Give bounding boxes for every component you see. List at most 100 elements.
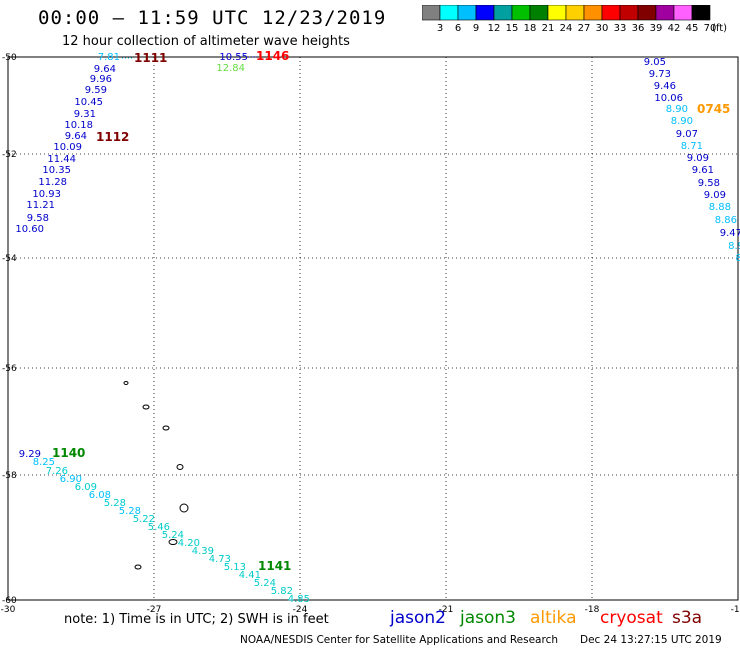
swh-value: 9.47 xyxy=(720,228,740,239)
swh-value: 9.59 xyxy=(85,85,107,96)
swh-value: 9.73 xyxy=(649,69,671,80)
swh-value: 11.28 xyxy=(38,177,67,188)
swh-value: 8. xyxy=(735,253,740,264)
pass-time-label: 0745 xyxy=(697,102,730,116)
colorbar-label: 33 xyxy=(614,23,627,34)
swh-value: 10.45 xyxy=(74,97,103,108)
swh-value: 5.24 xyxy=(254,578,276,589)
pass-time-label: 1146 xyxy=(256,49,289,63)
swh-value: 9.29 xyxy=(19,449,41,460)
colorbar-label: 70 xyxy=(704,23,717,34)
colorbar-label: 6 xyxy=(455,23,461,34)
lon-label: -24 xyxy=(293,605,308,615)
swh-value: 10.09 xyxy=(53,142,82,153)
colorbar-label: 12 xyxy=(488,23,501,34)
swh-value: 5.82 xyxy=(271,586,293,597)
swh-value: 8.90 xyxy=(666,104,688,115)
swh-value: 5.28 xyxy=(104,498,126,509)
lat-label: -58 xyxy=(2,471,17,481)
lon-label: -27 xyxy=(147,605,162,615)
swh-value: 10.93 xyxy=(32,189,61,200)
swh-value: 4.20 xyxy=(178,538,200,549)
legend-cryosat: cryosat xyxy=(600,608,663,628)
island-outline xyxy=(123,381,129,385)
swh-value: 7.81 xyxy=(98,52,120,63)
swh-value: 9.58 xyxy=(27,213,49,224)
legend-jason3: jason3 xyxy=(460,608,516,628)
swh-value: 6.09 xyxy=(75,482,97,493)
swh-value: 10.06 xyxy=(654,93,683,104)
swh-value: 11.21 xyxy=(26,200,55,211)
footer-credit: NOAA/NESDIS Center for Satellite Applica… xyxy=(240,634,558,646)
swh-value: 11.44 xyxy=(47,154,76,165)
swh-value: 9.09 xyxy=(687,153,709,164)
pass-time-label: 1141 xyxy=(258,559,291,573)
colorbar-swatch xyxy=(691,5,711,21)
pass-time-label: 1112 xyxy=(96,130,129,144)
swh-value: 9.58 xyxy=(698,178,720,189)
footer-note: note: 1) Time is in UTC; 2) SWH is in fe… xyxy=(64,612,329,627)
swh-value: 4.73 xyxy=(209,554,231,565)
swh-value: 4.39 xyxy=(192,546,214,557)
island-outline xyxy=(179,503,189,513)
swh-value: 5.24 xyxy=(162,530,184,541)
swh-value: 9.31 xyxy=(74,109,96,120)
colorbar-label: 39 xyxy=(650,23,663,34)
colorbar-label: 21 xyxy=(542,23,555,34)
colorbar-label: 3 xyxy=(437,23,443,34)
lon-label: -30 xyxy=(1,605,16,615)
swh-value: 5.13 xyxy=(224,562,246,573)
swh-value: 8.90 xyxy=(671,116,693,127)
swh-value: 6.08 xyxy=(89,490,111,501)
swh-value: 9.46 xyxy=(654,81,676,92)
colorbar-label: 42 xyxy=(668,23,681,34)
lon-label: -18 xyxy=(585,605,600,615)
altimeter-map: -50 -52 -54 -56 -58 -60-30 -27 -24 -21 -18 -15 7.81… xyxy=(1,49,740,615)
map-title: 00:00 – 11:59 UTC 12/23/2019 xyxy=(38,7,387,29)
lat-label: -56 xyxy=(2,364,17,374)
colorbar-label: 18 xyxy=(524,23,537,34)
swh-value: 7.26 xyxy=(46,466,68,477)
lat-label: -60 xyxy=(2,596,17,606)
island-outline xyxy=(134,564,142,570)
colorbar-label: 30 xyxy=(596,23,609,34)
swh-value: 4.85 xyxy=(288,594,310,605)
pass-time-label: 1111 xyxy=(134,51,167,65)
swh-value: 9.96 xyxy=(90,74,112,85)
pass-time-label: 1140 xyxy=(52,446,85,460)
island-outline xyxy=(168,539,178,545)
colorbar-label: 24 xyxy=(560,23,573,34)
lon-label: -15 xyxy=(731,605,740,615)
colorbar-label: 45 xyxy=(686,23,699,34)
swh-colorbar: 3 6 9 12 15 18 21 24 27 30 33 36 39 42 45 70(ft) xyxy=(422,5,727,34)
swh-value: 5.28 xyxy=(119,506,141,517)
map-frame xyxy=(7,56,739,601)
island-outline xyxy=(142,404,150,410)
swh-value: 9.64 xyxy=(65,131,87,142)
legend-altika: altika xyxy=(530,608,577,628)
lon-label: -21 xyxy=(439,605,454,615)
colorbar-label: 27 xyxy=(578,23,591,34)
swh-value: 10.18 xyxy=(64,120,93,131)
swh-value: 9.09 xyxy=(704,190,726,201)
map-subtitle: 12 hour collection of altimeter wave hei… xyxy=(62,34,350,49)
colorbar-label: 36 xyxy=(632,23,645,34)
lat-label: -52 xyxy=(2,150,17,160)
swh-value: 9.07 xyxy=(676,129,698,140)
swh-value: 9.05 xyxy=(644,57,666,68)
colorbar-label: 15 xyxy=(506,23,519,34)
lat-label: -50 xyxy=(2,53,17,63)
legend-jason2: jason2 xyxy=(390,608,446,628)
swh-value: 8.86 xyxy=(715,215,737,226)
swh-value: 6.90 xyxy=(60,474,82,485)
swh-value: 8.25 xyxy=(33,457,55,468)
colorbar-unit: (ft) xyxy=(712,23,727,34)
footer-generated: Dec 24 13:27:15 UTC 2019 xyxy=(580,634,722,646)
swh-value: 8.9 xyxy=(728,241,740,252)
swh-value: 12.84 xyxy=(216,63,245,74)
island-outline xyxy=(176,464,184,470)
island-outline xyxy=(162,425,170,431)
swh-value: 8.88 xyxy=(709,202,731,213)
swh-value: 10.55 xyxy=(219,52,248,63)
swh-value: 10.35 xyxy=(42,165,71,176)
